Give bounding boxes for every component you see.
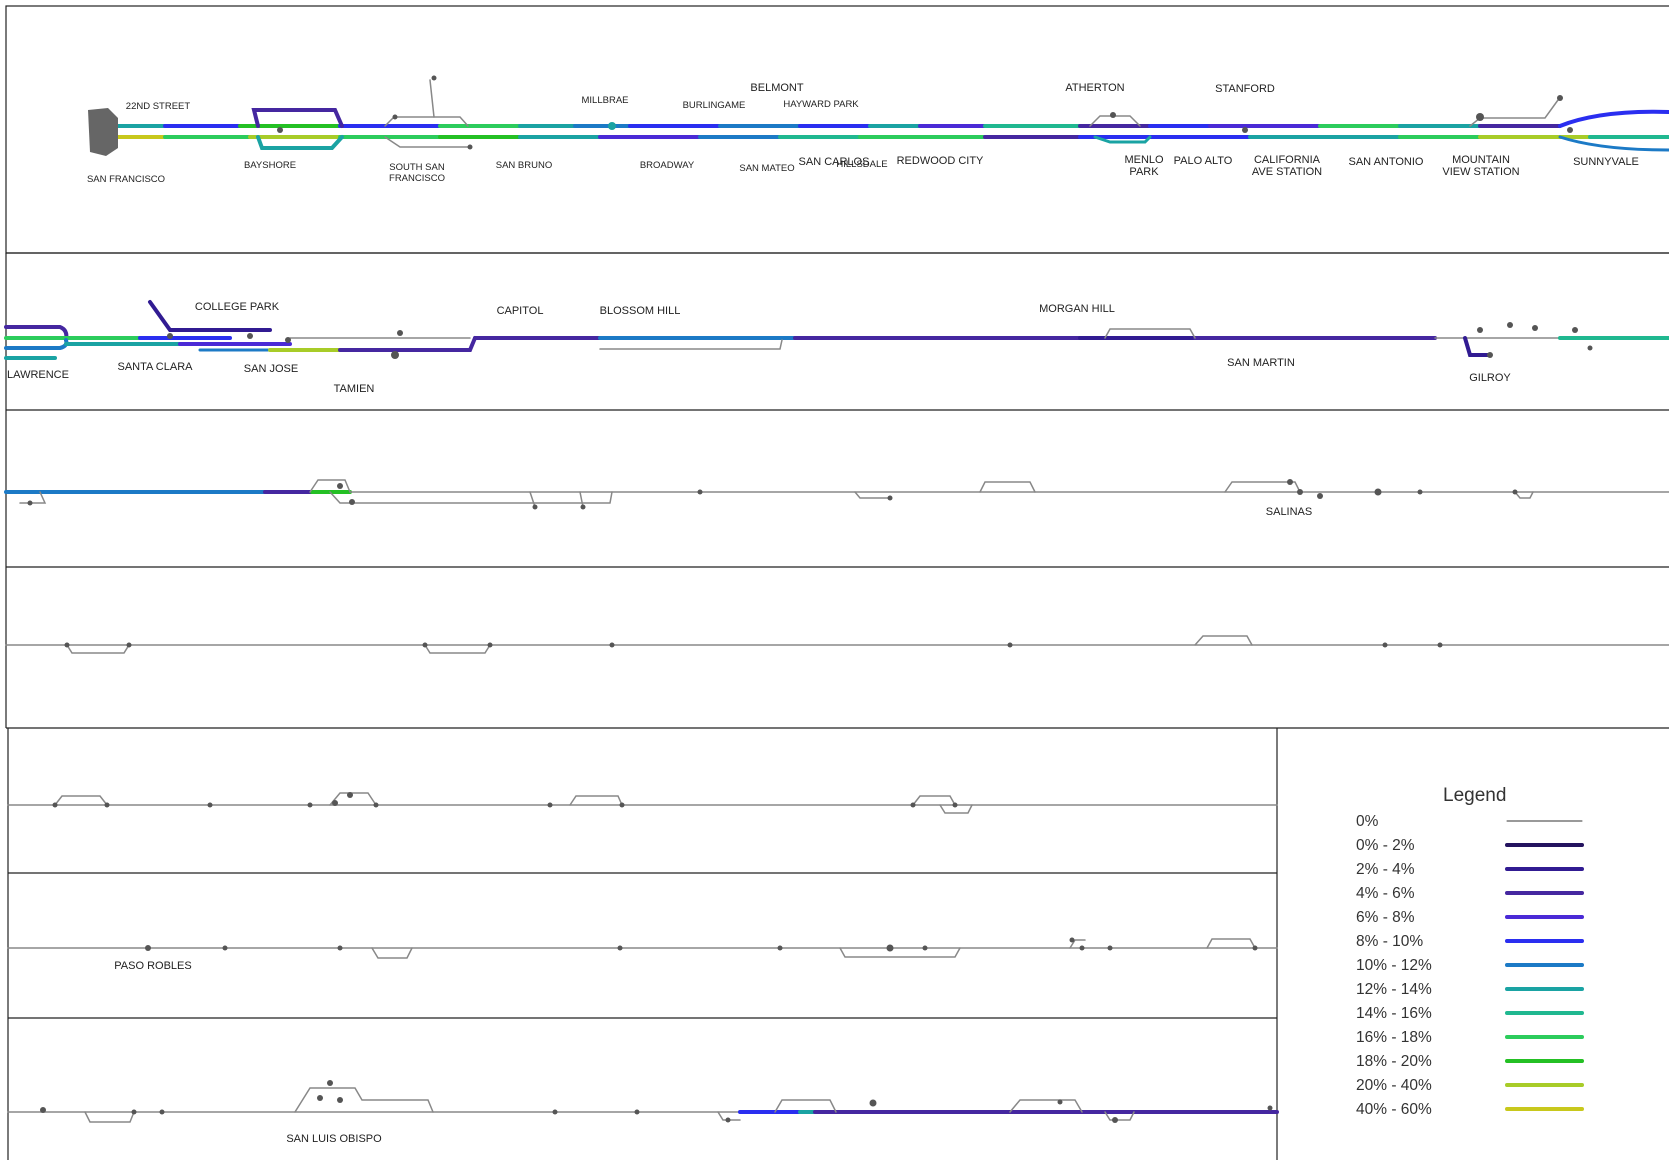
station-palo-alto: PALO ALTO [1174,155,1233,167]
legend-label: 20% - 40% [1356,1077,1432,1094]
station-menlo-2: PARK [1129,166,1159,178]
station-millbrae: MILLBRAE [582,95,629,106]
panel-2-labels: LAWRENCE COLLEGE PARK SANTA CLARA SAN JO… [7,301,1511,395]
legend-label: 2% - 4% [1356,861,1415,878]
legend: Legend 0% 0% - 2% 2% - 4% 4% - 6% 6% - 8% 8% … [1356,785,1584,1118]
panel-6-labels: PASO ROBLES [114,960,191,972]
station-salinas: SALINAS [1266,506,1312,518]
station-mountain-view-2: VIEW STATION [1442,166,1519,178]
panel-4-tracks [5,635,1669,654]
station-san-bruno: SAN BRUNO [496,160,552,171]
station-paso-robles: PASO ROBLES [114,960,191,972]
panel-segment-1 [5,5,1669,254]
panel-3-tracks [4,479,1669,508]
panel-5-yard [52,792,958,808]
station-mountain-view-1: MOUNTAIN [1452,154,1510,166]
station-college-park: COLLEGE PARK [195,301,280,313]
panel-7-labels: SAN LUIS OBISPO [286,1133,382,1145]
station-south-sf-2: FRANCISCO [389,173,445,184]
panel-3-labels: SALINAS [1266,506,1312,518]
station-san-antonio: SAN ANTONIO [1349,156,1424,168]
station-california-1: CALIFORNIA [1254,154,1321,166]
legend-label: 10% - 12% [1356,957,1432,974]
station-redwood-city: REDWOOD CITY [897,155,984,167]
station-san-francisco: SAN FRANCISCO [87,174,165,185]
panel-6-tracks [7,938,1278,959]
station-morgan-hill: MORGAN HILL [1039,303,1115,315]
sf-yard-icon [88,108,118,156]
legend-label: 0% - 2% [1356,837,1415,854]
legend-label: 0% [1356,813,1379,830]
station-burlingame: BURLINGAME [683,100,746,111]
station-broadway: BROADWAY [640,160,695,171]
station-san-carlos: SAN CARLOS [799,156,870,168]
legend-label: 4% - 6% [1356,885,1415,902]
station-blossom-hill: BLOSSOM HILL [600,305,681,317]
station-california-2: AVE STATION [1252,166,1322,178]
panel-7-yard [40,1080,1273,1123]
legend-label: 12% - 14% [1356,981,1432,998]
station-santa-clara: SANTA CLARA [118,361,194,373]
station-hayward-park: HAYWARD PARK [783,99,859,110]
station-bayshore: BAYSHORE [244,160,296,171]
panel-3-yard [27,479,1518,510]
station-capitol: CAPITOL [497,305,544,317]
panel-1-labels: 22ND STREET SAN FRANCISCO BAYSHORE SOUTH… [87,82,1639,185]
panel-2-yard [167,322,1593,359]
panel-5-tracks [7,792,1278,814]
panel-6-yard [145,937,1258,952]
station-gilroy: GILROY [1469,372,1511,384]
legend-label: 8% - 10% [1356,933,1423,950]
station-stanford: STANFORD [1215,83,1275,95]
panel-7-tracks [7,1087,1279,1123]
station-hillsdale: HILLSDALE [836,159,887,170]
station-atherton: ATHERTON [1065,82,1124,94]
station-lawrence: LAWRENCE [7,369,69,381]
station-menlo-1: MENLO [1124,154,1164,166]
station-south-sf-1: SOUTH SAN [389,162,445,173]
panel-1-yard [88,75,1573,156]
station-22nd-street: 22ND STREET [126,101,191,112]
legend-title: Legend [1443,785,1506,806]
station-san-jose: SAN JOSE [244,363,298,375]
legend-label: 40% - 60% [1356,1101,1432,1118]
station-belmont: BELMONT [750,82,803,94]
legend-items: 0% 0% - 2% 2% - 4% 4% - 6% 6% - 8% 8% - 10% 10… [1356,813,1584,1118]
station-san-luis-obispo: SAN LUIS OBISPO [286,1133,382,1145]
legend-label: 16% - 18% [1356,1029,1432,1046]
panel-2-tracks [4,300,1669,360]
panel-1-tracks [90,79,1669,152]
station-tamien: TAMIEN [334,383,375,395]
station-san-mateo: SAN MATEO [739,163,794,174]
station-san-martin: SAN MARTIN [1227,357,1295,369]
panel-4-yard [64,642,1443,648]
legend-label: 18% - 20% [1356,1053,1432,1070]
legend-label: 14% - 16% [1356,1005,1432,1022]
legend-label: 6% - 8% [1356,909,1415,926]
station-sunnyvale: SUNNYVALE [1573,156,1639,168]
